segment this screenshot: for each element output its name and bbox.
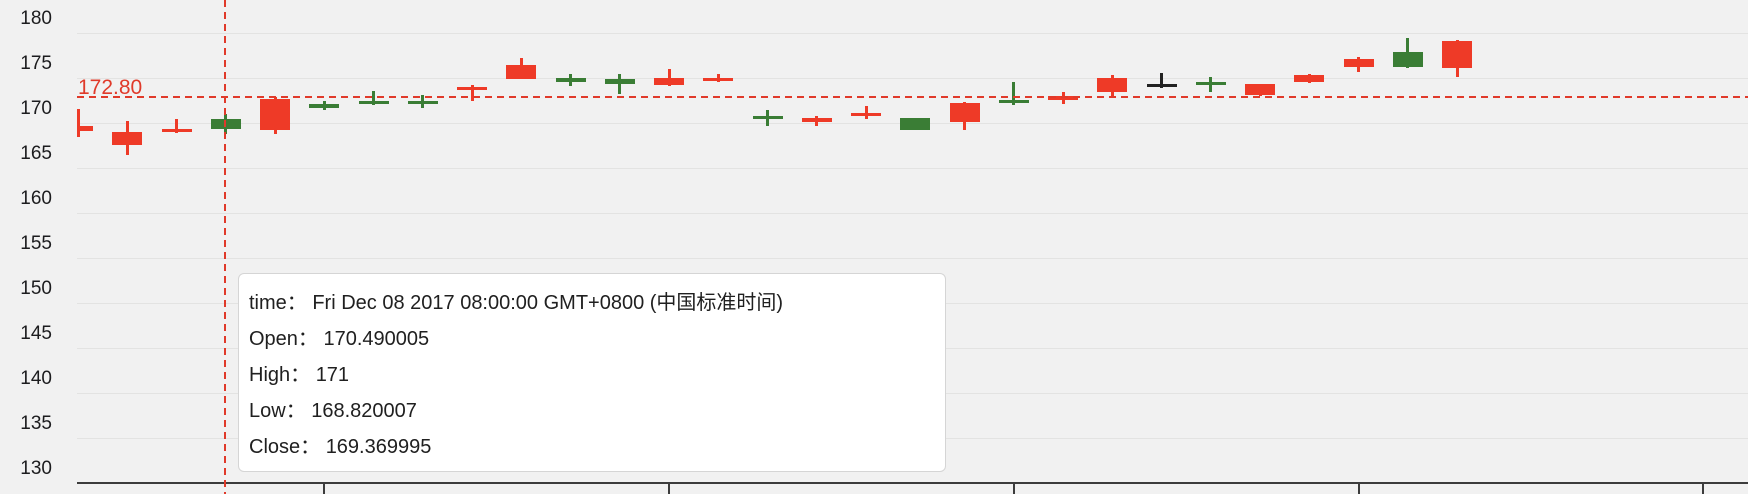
candle-body <box>654 77 684 86</box>
candle-body <box>457 87 487 91</box>
x-axis-line <box>77 482 1748 484</box>
y-axis-label: 140 <box>20 368 52 389</box>
crosshair-vertical-line <box>224 0 226 494</box>
candle-body <box>77 126 93 132</box>
candle-body <box>851 113 881 117</box>
candle-body <box>506 65 537 80</box>
candle-body <box>260 98 290 131</box>
y-axis-label: 170 <box>20 98 52 119</box>
crosshair-horizontal-line <box>77 96 1748 98</box>
gridline <box>77 258 1748 259</box>
y-axis-label: 135 <box>20 413 52 434</box>
x-axis-tick <box>1702 484 1705 494</box>
tooltip-row: High： 171 <box>249 364 350 386</box>
candle-body <box>900 118 931 130</box>
candle-body <box>801 117 832 123</box>
candle-body <box>161 129 192 133</box>
ohlc-tooltip: time： Fri Dec 08 2017 08:00:00 GMT+0800 … <box>238 273 946 472</box>
candle-body <box>1146 83 1177 87</box>
plot-area[interactable] <box>77 0 1748 482</box>
tooltip-row: Low： 168.820007 <box>249 400 417 422</box>
tooltip-row: Open： 170.490005 <box>249 328 430 350</box>
tooltip-row: Close： 169.369995 <box>249 436 432 458</box>
candle-wick <box>667 68 671 87</box>
x-axis-tick <box>1012 484 1015 494</box>
candle-body <box>1245 84 1275 95</box>
y-axis-label: 165 <box>20 143 52 164</box>
gridline <box>77 33 1748 34</box>
candle-wick <box>1160 72 1163 88</box>
candle-wick <box>470 85 474 101</box>
candle-body <box>752 115 783 119</box>
gridline <box>77 78 1748 79</box>
y-axis-label: 130 <box>20 458 52 479</box>
candle-body <box>949 102 980 122</box>
candle-wick <box>618 74 622 94</box>
crosshair-price-label: 172.80 <box>78 76 143 99</box>
gridline <box>77 168 1748 169</box>
candle-wick <box>77 109 80 138</box>
gridline <box>77 213 1748 214</box>
candle-body <box>703 77 734 81</box>
y-axis-label: 160 <box>20 188 52 209</box>
candle-body <box>358 100 389 104</box>
candle-body <box>1294 75 1325 82</box>
candle-wick <box>864 106 868 119</box>
x-axis-tick <box>323 484 326 494</box>
candle-body <box>407 101 438 105</box>
candle-wick <box>175 119 178 133</box>
x-axis-tick <box>668 484 670 494</box>
y-axis-label: 155 <box>20 233 52 254</box>
x-axis-tick <box>1357 484 1360 494</box>
candle-body <box>1195 82 1226 86</box>
tooltip-row: time： Fri Dec 08 2017 08:00:00 GMT+0800 … <box>249 292 784 314</box>
candle-body <box>555 77 586 83</box>
candle-wick <box>372 91 375 105</box>
y-axis-label: 175 <box>20 53 52 74</box>
candle-body <box>998 100 1029 104</box>
candle-wick <box>1012 82 1016 106</box>
y-axis-label: 180 <box>20 8 52 29</box>
candle-body <box>309 103 340 108</box>
candle-body <box>1097 78 1128 93</box>
y-axis-label: 145 <box>20 323 52 344</box>
candle-body <box>1343 59 1374 68</box>
candle-body <box>1442 41 1472 68</box>
candle-body <box>112 131 143 146</box>
candle-body <box>604 79 635 84</box>
y-axis-label: 150 <box>20 278 52 299</box>
candle-body <box>1392 51 1423 68</box>
